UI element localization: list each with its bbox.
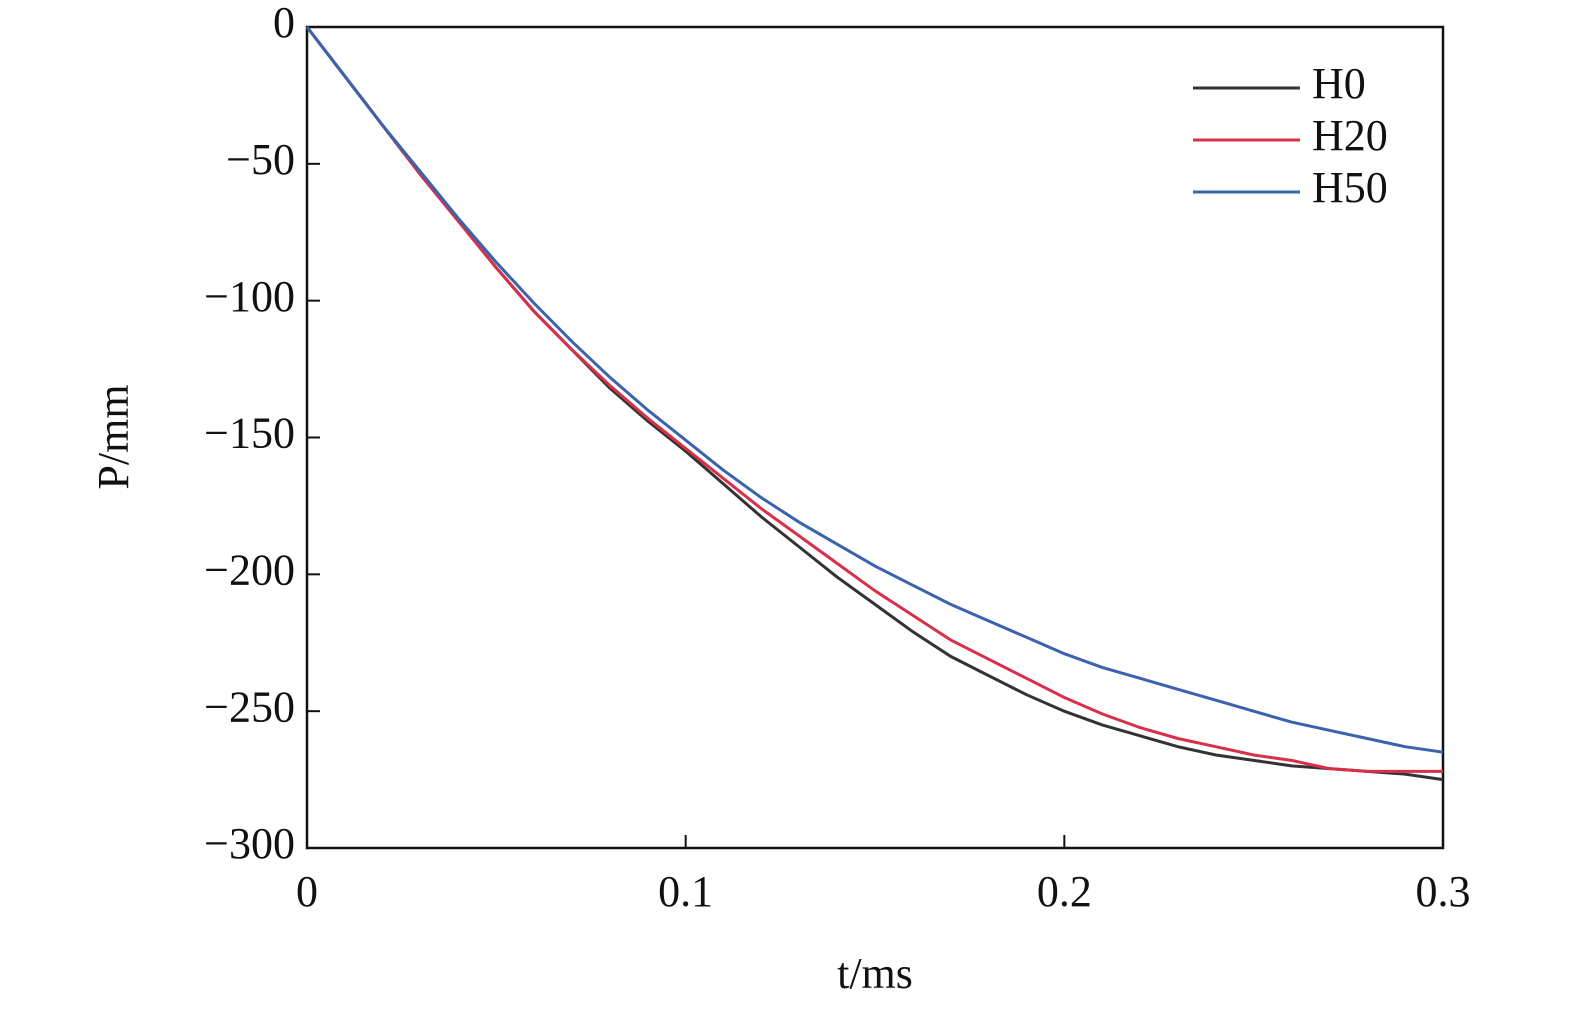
- x-tick-label: 0.2: [1037, 867, 1092, 916]
- y-tick-label: −300: [204, 819, 295, 868]
- legend-label: H20: [1312, 111, 1388, 160]
- x-tick-label: 0.1: [658, 867, 713, 916]
- y-tick-label: −100: [204, 272, 295, 321]
- x-axis-label: t/ms: [837, 949, 913, 998]
- y-axis-label: P/mm: [89, 384, 138, 489]
- x-tick-label: 0.3: [1416, 867, 1471, 916]
- y-tick-label: −50: [226, 135, 295, 184]
- data-line: [305, 26, 1444, 754]
- legend-label: H50: [1312, 163, 1388, 212]
- y-tick-label: −250: [204, 682, 295, 731]
- y-tick-label: −200: [204, 545, 295, 594]
- x-tick-label: 0: [296, 867, 318, 916]
- y-tick-label: 0: [273, 0, 295, 47]
- y-tick-label: −150: [204, 409, 295, 458]
- legend-label: H0: [1312, 59, 1366, 108]
- data-line: [305, 26, 1443, 773]
- plot-frame: [305, 25, 1445, 850]
